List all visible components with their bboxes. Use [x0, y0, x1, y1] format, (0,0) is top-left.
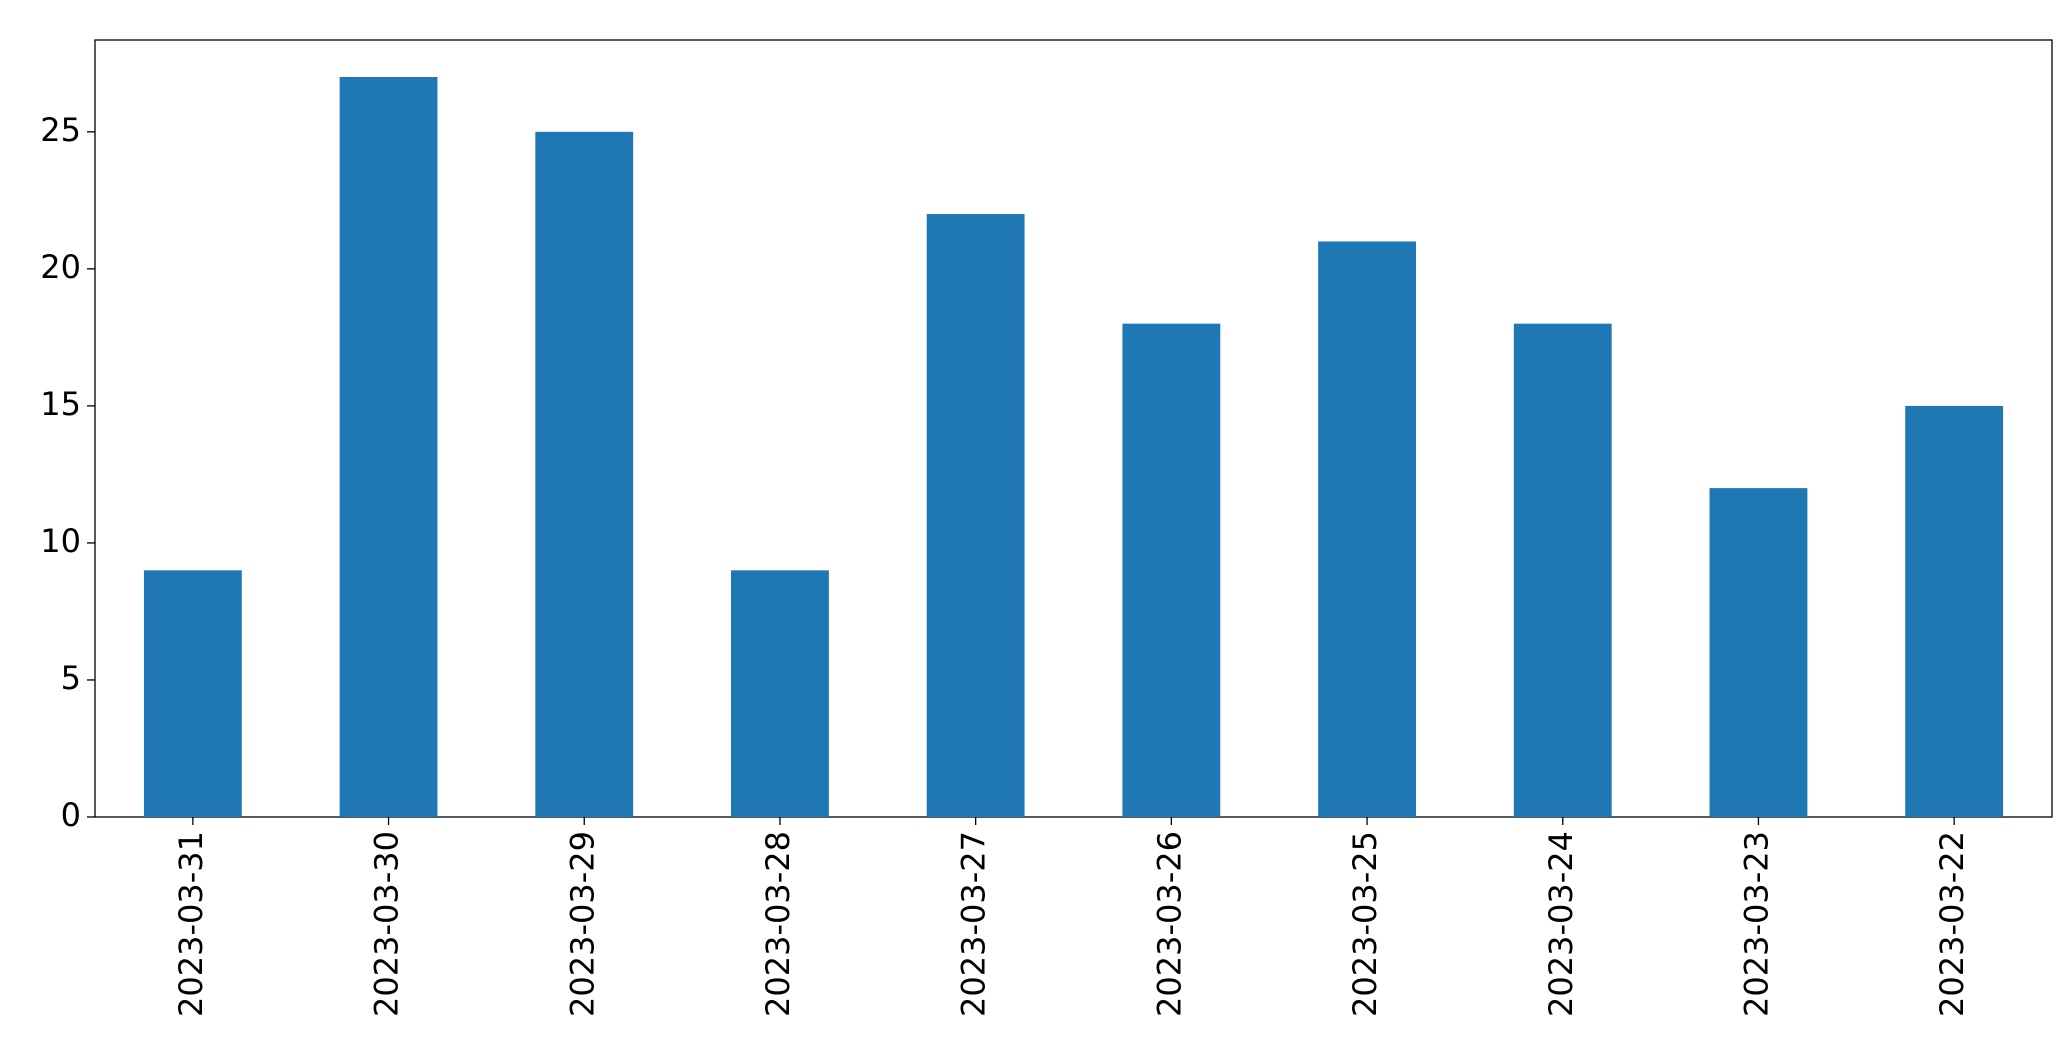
bar: [535, 131, 634, 817]
bar: [1905, 405, 2004, 817]
x-tick-label: 2023-03-25: [1346, 831, 1384, 1017]
y-tick-label: 15: [40, 385, 81, 423]
y-tick-label: 20: [40, 248, 81, 286]
x-tick-label: 2023-03-29: [563, 831, 601, 1017]
x-tick-label: 2023-03-22: [1933, 831, 1971, 1017]
bar: [1122, 323, 1221, 817]
x-tick-label: 2023-03-24: [1542, 831, 1580, 1017]
bar: [1318, 241, 1416, 817]
y-tick-label: 25: [40, 111, 81, 149]
bar: [143, 570, 242, 817]
bar: [1513, 323, 1612, 817]
x-tick-label: 2023-03-30: [368, 831, 406, 1017]
bar: [926, 214, 1025, 817]
y-tick-label: 5: [61, 659, 81, 697]
bar: [1709, 488, 1808, 817]
y-tick-label: 0: [61, 796, 81, 834]
bar: [339, 77, 438, 817]
y-tick-label: 10: [40, 522, 81, 560]
x-tick-label: 2023-03-28: [759, 831, 797, 1017]
x-tick-label: 2023-03-23: [1737, 831, 1775, 1017]
x-tick-label: 2023-03-26: [1150, 831, 1188, 1017]
bar: [731, 570, 829, 817]
x-tick-label: 2023-03-31: [172, 831, 210, 1017]
x-tick-label: 2023-03-27: [955, 831, 993, 1017]
plot-frame: [94, 39, 2053, 818]
